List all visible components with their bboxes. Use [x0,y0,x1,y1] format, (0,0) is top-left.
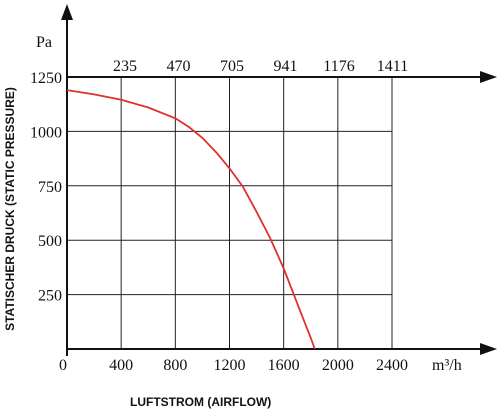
y-tick-label: 1250 [30,70,62,87]
y-unit-label: Pa [36,34,52,51]
grid-lines [67,77,393,349]
x-tick-label: 2000 [322,357,354,374]
performance-curve [66,89,316,350]
series-layer [66,89,316,350]
top-axis-tick-label: 470 [167,58,191,75]
top-axis-tick-label: 1411 [377,58,408,75]
x-tick-label: 800 [163,357,187,374]
y-axis-arrow [61,4,73,20]
x-tick-label: 0 [59,357,67,374]
x-tick-label: 1600 [268,357,300,374]
x-tick-label: 1200 [214,357,246,374]
x-axis-title: LUFTSTROM (AIRFLOW) [130,395,271,409]
y-tick-label: 750 [38,179,62,196]
axes [61,4,497,356]
top-axis-tick-label: 705 [220,58,244,75]
y-tick-label: 1000 [30,124,62,141]
x-tick-label: 400 [109,357,133,374]
top-axis-tick-label: 941 [274,58,298,75]
y-axis-title: STATISCHER DRUCK (STATIC PRESSURE) [3,87,17,331]
y-tick-label: 500 [38,233,62,250]
top-axis-arrow [480,71,497,83]
x-axis-arrow [480,343,497,355]
top-axis-tick-label: 1176 [323,58,354,75]
top-axis-tick-label: 235 [113,58,137,75]
y-tick-label: 250 [38,288,62,305]
tick-labels: 250 500 750 1000 1250 0 400 800 1200 1600 2000 2400… [30,58,408,374]
x-unit-label: m³/h [432,357,462,374]
x-tick-label: 2400 [376,357,408,374]
